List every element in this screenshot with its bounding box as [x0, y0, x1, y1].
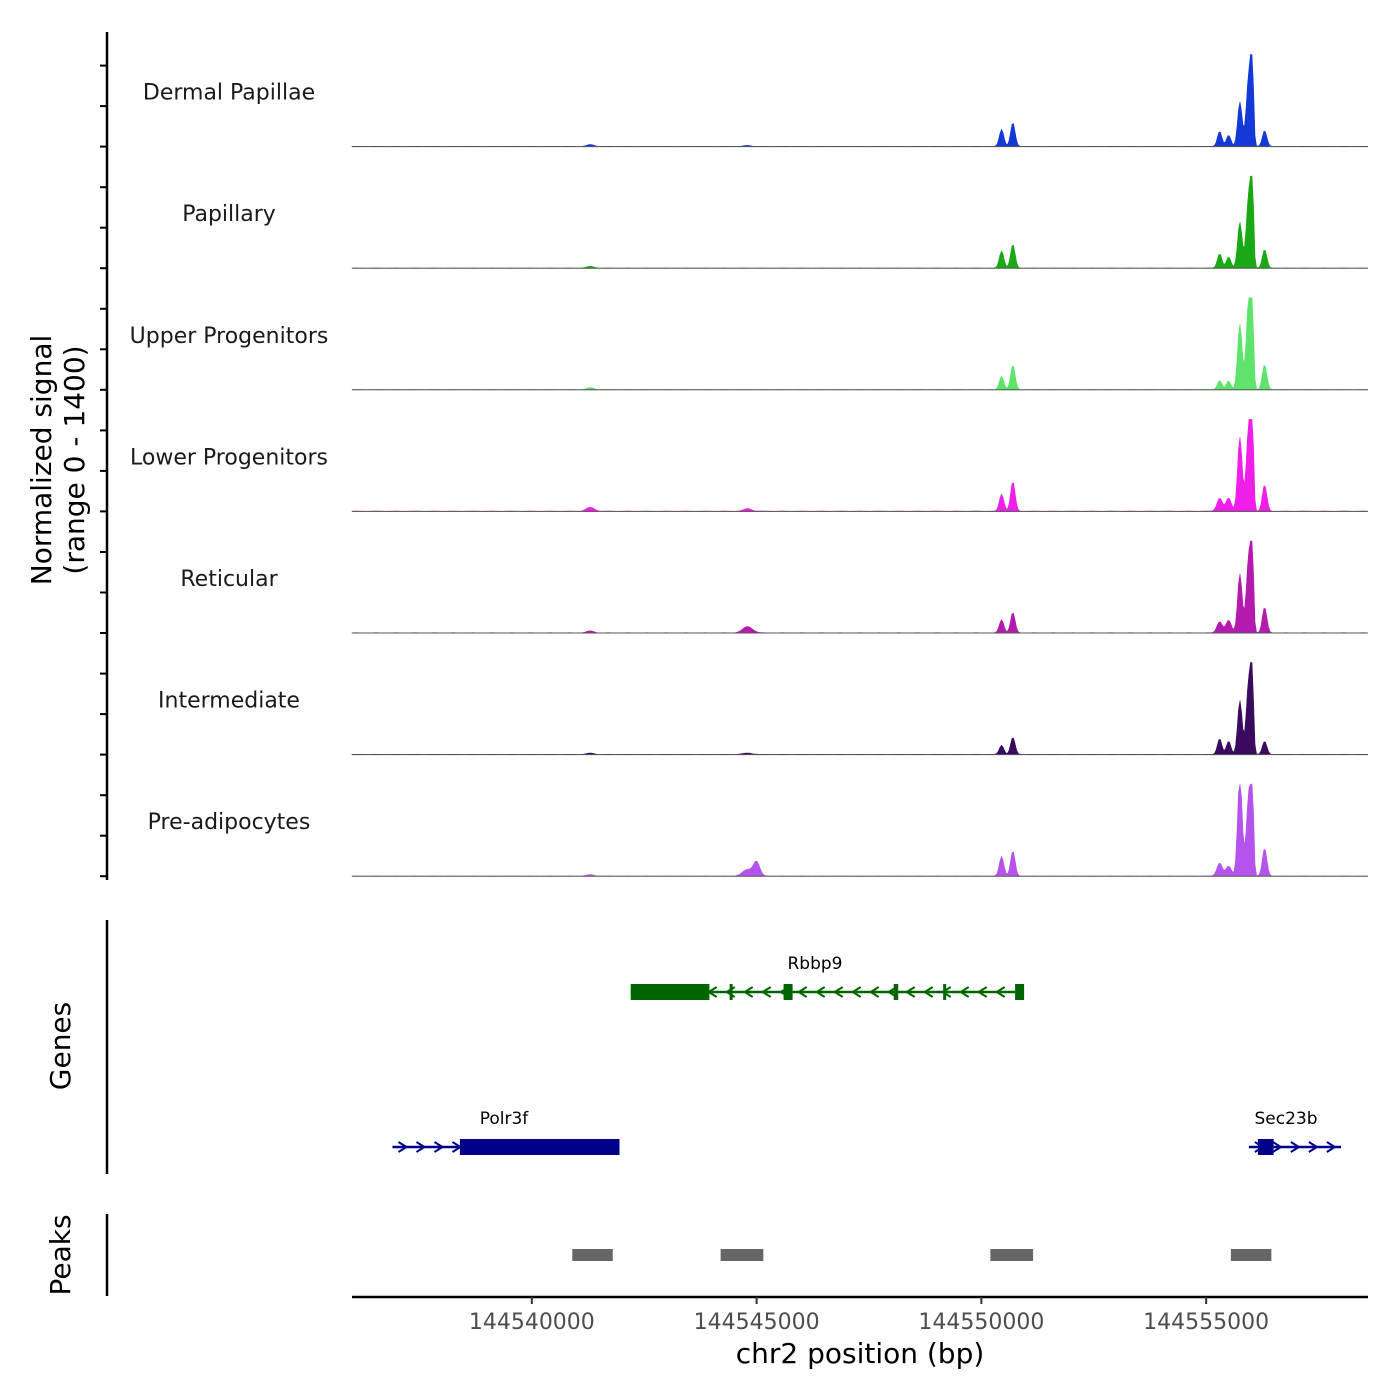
x-tick-label: 144550000: [918, 1310, 1044, 1335]
exon: [459, 1139, 620, 1155]
strand-arrow: [832, 986, 844, 998]
peaks-panel-title: Peaks: [44, 1214, 77, 1295]
track-upper-progenitors: Upper Progenitors: [130, 297, 1369, 391]
track-dermal-papillae: Dermal Papillae: [143, 54, 1369, 148]
strand-arrow: [1308, 1141, 1319, 1153]
strand-arrow: [868, 986, 880, 998]
x-tick-label: 144545000: [694, 1310, 820, 1335]
signal-area: [351, 662, 1369, 755]
signal-area: [351, 540, 1369, 634]
peak-region: [1230, 1249, 1272, 1261]
strand-arrow: [922, 986, 934, 998]
strand-arrow: [796, 986, 808, 998]
gene-sec23b: Sec23b: [1248, 1109, 1342, 1155]
exon: [783, 984, 793, 1000]
track-lower-progenitors: Lower Progenitors: [130, 419, 1369, 512]
exon: [630, 984, 710, 1000]
x-axis-title: chr2 position (bp): [736, 1337, 985, 1370]
y-axis-title-line1: Normalized signal: [25, 335, 58, 586]
strand-arrow: [1326, 1141, 1337, 1153]
strand-arrow: [433, 1141, 445, 1153]
exon: [1257, 1139, 1274, 1155]
track-papillary: Papillary: [182, 175, 1369, 269]
strand-arrow: [850, 986, 862, 998]
peak-regions: [572, 1249, 1272, 1261]
strand-arrow: [397, 1141, 409, 1153]
track-label: Lower Progenitors: [130, 445, 328, 470]
y-axis-title-line2: (range 0 - 1400): [58, 345, 91, 574]
gene-polr3f: Polr3f: [392, 1109, 620, 1155]
strand-arrow: [1290, 1141, 1301, 1153]
strand-arrow: [940, 986, 952, 998]
strand-arrow: [976, 986, 988, 998]
track-intermediate: Intermediate: [158, 662, 1369, 756]
strand-arrow: [1272, 1141, 1283, 1153]
x-tick-label: 144555000: [1143, 1310, 1269, 1335]
signal-area: [351, 783, 1369, 877]
signal-area: [351, 419, 1369, 512]
track-pre-adipocytes: Pre-adipocytes: [148, 783, 1369, 877]
gene-label: Polr3f: [480, 1109, 530, 1129]
gene-label: Rbbp9: [787, 954, 842, 974]
signal-area: [351, 54, 1369, 147]
gene-models: Rbbp9 Polr3f Sec23b: [392, 954, 1342, 1155]
exon: [1015, 984, 1025, 1000]
peak-region: [572, 1249, 613, 1261]
track-label: Reticular: [180, 567, 278, 592]
track-label: Pre-adipocytes: [148, 810, 311, 835]
strand-arrow: [742, 986, 754, 998]
track-label: Dermal Papillae: [143, 81, 315, 106]
track-label: Papillary: [182, 202, 276, 227]
peak-region: [720, 1249, 764, 1261]
strand-arrow: [958, 986, 970, 998]
exon: [729, 984, 733, 1000]
x-axis-ticks: 144540000 144545000 144550000 144555000: [469, 1297, 1269, 1335]
gene-rbbp9: Rbbp9: [630, 954, 1025, 1000]
strand-arrow: [994, 986, 1006, 998]
genes-panel-title: Genes: [44, 1002, 77, 1090]
gene-label: Sec23b: [1254, 1109, 1317, 1129]
track-label: Intermediate: [158, 689, 300, 714]
peak-region: [990, 1249, 1034, 1261]
strand-arrow: [904, 986, 916, 998]
exon: [943, 984, 947, 1000]
track-reticular: Reticular: [180, 540, 1369, 634]
strand-arrow: [814, 986, 826, 998]
x-tick-label: 144540000: [469, 1310, 595, 1335]
exon: [893, 984, 899, 1000]
strand-arrow: [415, 1141, 427, 1153]
strand-arrow: [760, 986, 772, 998]
coverage-tracks: Dermal Papillae Papillary Upper Progenitor…: [130, 54, 1369, 877]
track-label: Upper Progenitors: [130, 324, 329, 349]
signal-area: [351, 297, 1369, 391]
signal-area: [351, 175, 1369, 269]
coverage-axis-ticks: [100, 64, 107, 878]
